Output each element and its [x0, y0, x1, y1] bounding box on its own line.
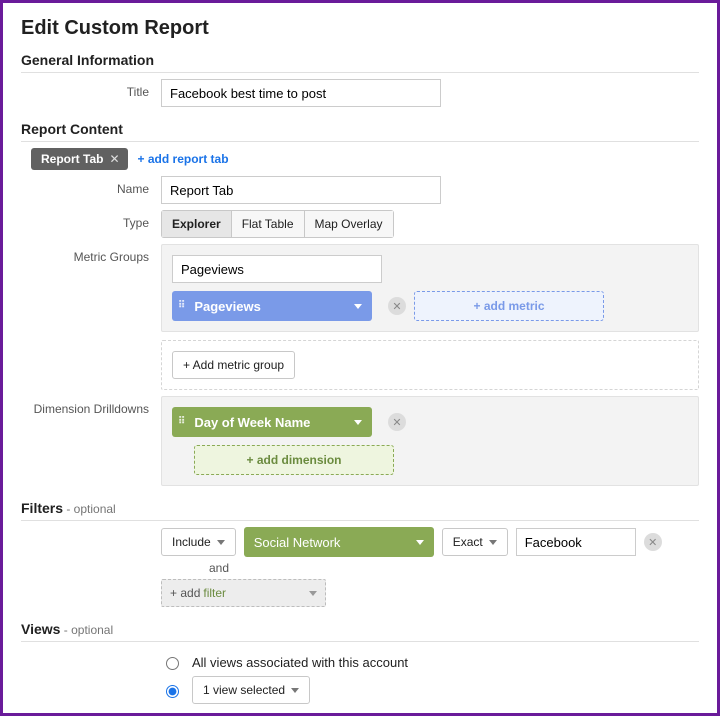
add-filter-prefix: + add: [170, 586, 200, 600]
remove-metric-icon[interactable]: ✕: [388, 297, 406, 315]
section-report-content: Report Content Report Tab ✕ + add report…: [21, 121, 699, 486]
views-selected-label: 1 view selected: [203, 683, 285, 697]
drag-handle-icon[interactable]: ⠿: [178, 304, 186, 308]
filter-include-select[interactable]: Include: [161, 528, 236, 556]
add-filter-button[interactable]: + add filter: [161, 579, 326, 607]
chevron-down-icon: [217, 540, 225, 545]
section-heading-filters: Filters - optional: [21, 500, 699, 521]
views-radio-all[interactable]: All views associated with this account: [161, 654, 699, 670]
filter-include-label: Include: [172, 535, 211, 549]
filter-dimension-label: Social Network: [254, 535, 341, 550]
filters-label: Filters: [21, 500, 63, 516]
close-icon[interactable]: ✕: [109, 152, 119, 166]
views-selected-dropdown[interactable]: 1 view selected: [192, 676, 310, 704]
label-type: Type: [21, 210, 161, 230]
edit-custom-report-form: Edit Custom Report General Information T…: [0, 0, 720, 716]
tab-name-input[interactable]: [161, 176, 441, 204]
views-label: Views: [21, 621, 60, 637]
remove-dimension-icon[interactable]: ✕: [388, 413, 406, 431]
dimension-pill-label: Day of Week Name: [194, 415, 310, 430]
report-tab-chip[interactable]: Report Tab ✕: [31, 148, 128, 170]
metric-group-name-input[interactable]: [172, 255, 382, 283]
filter-and-text: and: [209, 561, 699, 575]
metric-pill-pageviews[interactable]: ⠿ Pageviews: [172, 291, 372, 321]
chevron-down-icon: [489, 540, 497, 545]
filter-match-select[interactable]: Exact: [442, 528, 508, 556]
section-general: General Information Title: [21, 52, 699, 107]
section-heading-general: General Information: [21, 52, 699, 73]
filters-optional: - optional: [63, 502, 116, 516]
views-radio-selected-input[interactable]: [166, 685, 179, 698]
add-metric-group-button[interactable]: + Add metric group: [172, 351, 295, 379]
add-filter-kw: filter: [203, 586, 226, 600]
add-metric-group-zone: + Add metric group: [161, 340, 699, 390]
type-flat-table[interactable]: Flat Table: [231, 210, 305, 238]
add-report-tab-link[interactable]: + add report tab: [138, 152, 229, 166]
page-title: Edit Custom Report: [21, 17, 699, 40]
chevron-down-icon: [291, 688, 299, 693]
title-input[interactable]: [161, 79, 441, 107]
type-map-overlay[interactable]: Map Overlay: [304, 210, 394, 238]
section-heading-views: Views - optional: [21, 621, 699, 642]
label-dimension-drilldowns: Dimension Drilldowns: [21, 396, 161, 416]
add-dimension-button[interactable]: + add dimension: [194, 445, 394, 475]
chevron-down-icon: [354, 420, 362, 425]
type-toggle: Explorer Flat Table Map Overlay: [161, 210, 394, 238]
views-optional: - optional: [60, 623, 113, 637]
section-heading-report-content: Report Content: [21, 121, 699, 142]
views-radio-all-input[interactable]: [166, 657, 179, 670]
label-metric-groups: Metric Groups: [21, 244, 161, 264]
label-title: Title: [21, 79, 161, 99]
filter-value-input[interactable]: [516, 528, 636, 556]
report-tab-chip-label: Report Tab: [41, 152, 103, 166]
metric-group-zone: ⠿ Pageviews ✕ + add metric: [161, 244, 699, 332]
section-filters: Filters - optional Include Social Networ…: [21, 500, 699, 607]
type-explorer[interactable]: Explorer: [161, 210, 232, 238]
metric-pill-label: Pageviews: [194, 299, 261, 314]
add-metric-button[interactable]: + add metric: [414, 291, 604, 321]
views-all-label: All views associated with this account: [192, 655, 408, 670]
chevron-down-icon: [354, 304, 362, 309]
dimension-zone: ⠿ Day of Week Name ✕ + add dimension: [161, 396, 699, 486]
drag-handle-icon[interactable]: ⠿: [178, 420, 186, 424]
label-name: Name: [21, 176, 161, 196]
remove-filter-icon[interactable]: ✕: [644, 533, 662, 551]
chevron-down-icon: [416, 540, 424, 545]
filter-dimension-pill[interactable]: Social Network: [244, 527, 434, 557]
chevron-down-icon: [309, 591, 317, 596]
filter-match-label: Exact: [453, 535, 483, 549]
dimension-pill-day-of-week[interactable]: ⠿ Day of Week Name: [172, 407, 372, 437]
section-views: Views - optional All views associated wi…: [21, 621, 699, 716]
